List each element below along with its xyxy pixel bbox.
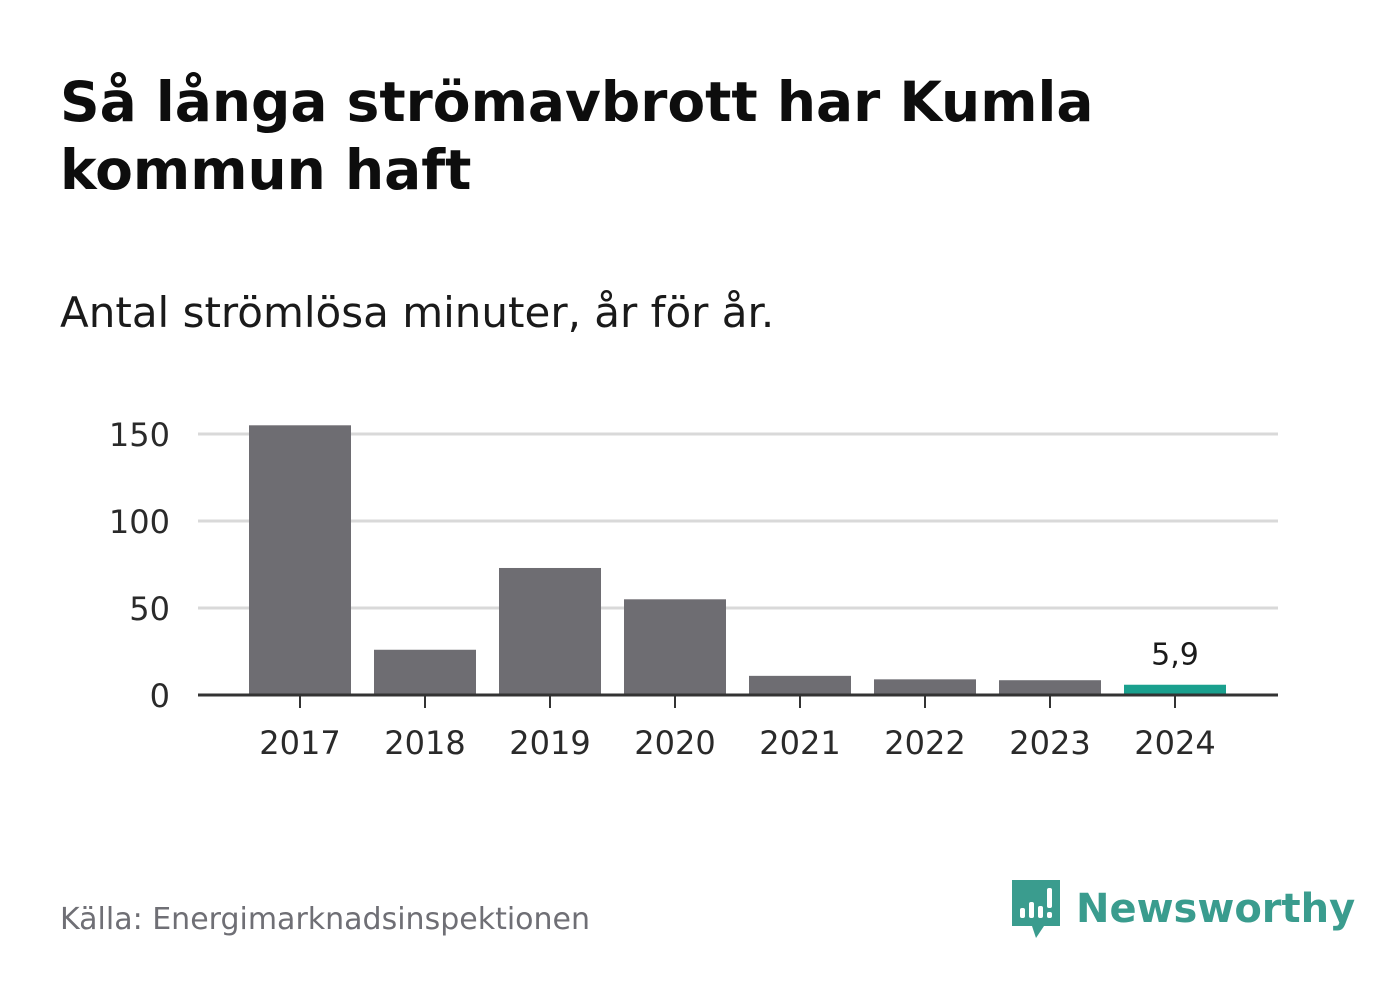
x-tick-label-2024: 2024 [1134, 724, 1215, 762]
y-tick-label-150: 150 [109, 416, 170, 454]
x-tick-label-2020: 2020 [634, 724, 715, 762]
gridlines [198, 432, 1278, 610]
bar-2018 [374, 649, 476, 695]
brand-name: Newsworthy [1076, 886, 1356, 932]
x-tick-label-2022: 2022 [884, 724, 965, 762]
labels: 0 50 100 150 2017 2018 2019 2020 2021 2022 2023 202… [109, 416, 1216, 762]
chart-title: Så långa strömavbrott har Kumla kommun h… [60, 70, 1094, 202]
x-tick-label-2019: 2019 [509, 724, 590, 762]
bar-2024 [1124, 684, 1226, 695]
x-tick-label-2017: 2017 [259, 724, 340, 762]
bar-2023 [999, 680, 1101, 695]
chart-subtitle: Antal strömlösa minuter, år för år. [60, 288, 775, 337]
x-tick-label-2021: 2021 [759, 724, 840, 762]
bar-2020 [624, 599, 726, 695]
y-tick-label-0: 0 [150, 677, 170, 715]
bar-chart-speech-bubble-icon [1012, 880, 1060, 938]
x-axis [198, 693, 1278, 708]
y-tick-label-50: 50 [129, 590, 170, 628]
source-note: Källa: Energimarknadsinspektionen [60, 902, 591, 937]
newsworthy-logo: Newsworthy [1010, 878, 1355, 940]
bar-chart: 0 50 100 150 2017 2018 2019 2020 2021 2022 2023 202… [109, 416, 1278, 762]
x-tick-label-2023: 2023 [1009, 724, 1090, 762]
x-tick-label-2018: 2018 [384, 724, 465, 762]
bar-2022 [874, 679, 976, 695]
bars [249, 425, 1226, 695]
data-label-2024: 5,9 [1151, 638, 1199, 673]
bar-2021 [749, 675, 851, 695]
bar-2019 [499, 567, 601, 695]
bar-2017 [249, 425, 351, 695]
y-tick-label-100: 100 [109, 503, 170, 541]
